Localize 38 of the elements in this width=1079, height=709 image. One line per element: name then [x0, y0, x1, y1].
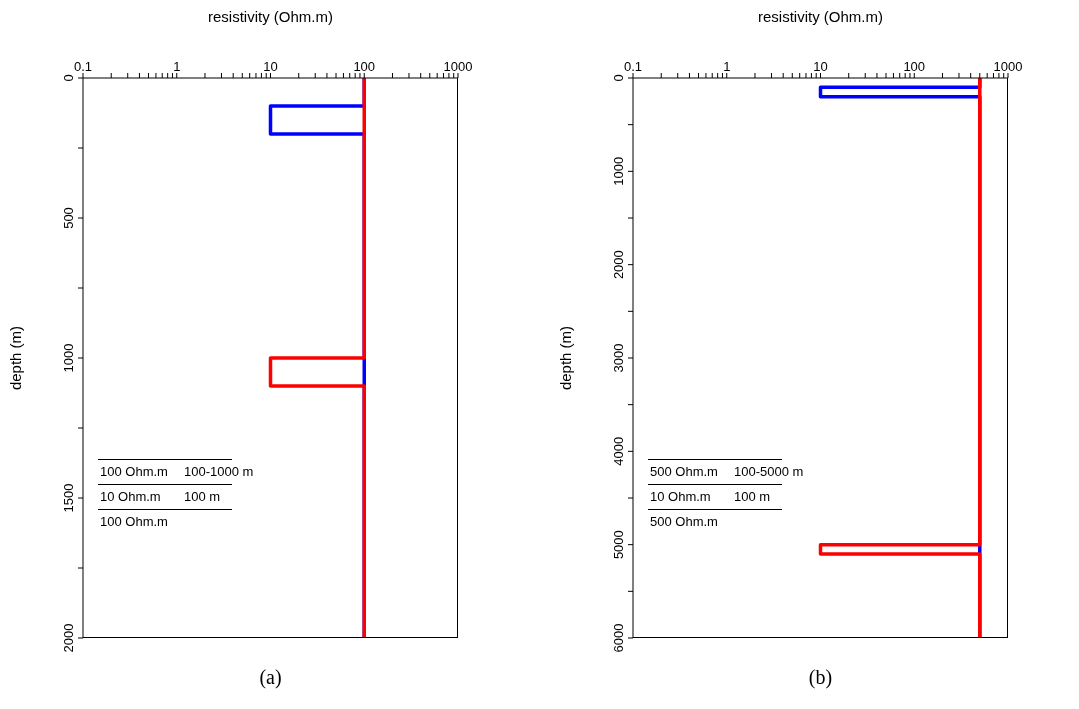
annotation: 100 m: [184, 488, 221, 504]
y-tick-label: 1500: [61, 483, 76, 513]
y-tick-label: 2000: [61, 623, 76, 653]
y-axis-title: depth (m): [7, 325, 25, 391]
y-tick-label: 500: [61, 207, 76, 229]
x-axis-title: resistivity (Ohm.m): [757, 8, 884, 25]
annotation: 100 m: [734, 488, 771, 504]
annotation: 100 Ohm.m: [100, 463, 168, 479]
text: (b): [807, 666, 834, 689]
x-tick-label: 0.1: [623, 59, 643, 74]
y-tick-label: 1000: [61, 343, 76, 373]
y-tick-label: 1000: [611, 156, 626, 186]
x-axis-title: resistivity (Ohm.m): [207, 8, 334, 25]
annotation: 100-1000 m: [184, 463, 254, 479]
x-tick-label: 10: [813, 59, 828, 74]
annotation: 100-5000 m: [734, 463, 804, 479]
y-tick-label: 3000: [611, 343, 626, 373]
y-tick-label: 2000: [611, 250, 626, 280]
x-tick-label: 1: [173, 59, 181, 74]
x-tick-label: 100: [903, 59, 926, 74]
annotation: 100 Ohm.m: [100, 513, 168, 529]
y-tick-label: 6000: [611, 623, 626, 653]
y-tick-label: 4000: [611, 436, 626, 466]
annotation: 500 Ohm.m: [650, 513, 718, 529]
annotation: 500 Ohm.m: [650, 463, 718, 479]
y-tick-label: 5000: [611, 530, 626, 560]
annotation: 10 Ohm.m: [100, 488, 161, 504]
annotation: 10 Ohm.m: [650, 488, 711, 504]
x-tick-label: 0.1: [73, 59, 93, 74]
x-tick-label: 1000: [993, 59, 1023, 74]
x-tick-label: 1: [723, 59, 731, 74]
y-tick-label: 0: [611, 74, 626, 82]
text: (a): [258, 666, 283, 689]
y-tick-label: 0: [61, 74, 76, 82]
x-tick-label: 100: [353, 59, 376, 74]
x-tick-label: 1000: [443, 59, 473, 74]
x-tick-label: 10: [263, 59, 278, 74]
y-axis-title: depth (m): [557, 325, 575, 391]
